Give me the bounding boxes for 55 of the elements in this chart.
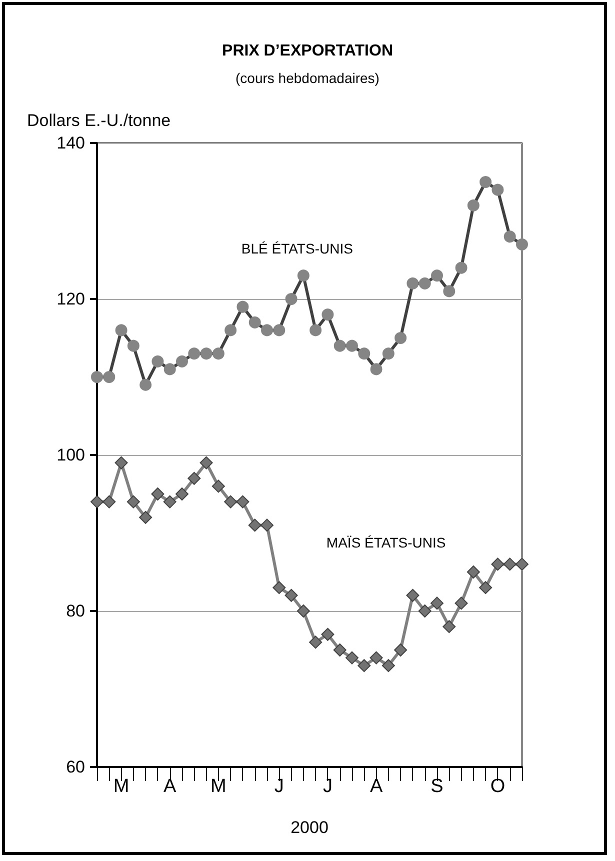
x-tick-label: A — [370, 776, 383, 797]
point — [358, 659, 371, 672]
point — [139, 510, 152, 524]
point — [442, 620, 456, 634]
point — [248, 518, 262, 532]
point — [260, 518, 274, 532]
y-tick-label: 100 — [56, 446, 85, 464]
chart-subtitle: (cours hebdomadaires) — [236, 70, 380, 86]
x-tick-label: S — [430, 776, 444, 797]
point — [224, 495, 238, 508]
point — [503, 558, 516, 571]
point — [382, 659, 395, 672]
point — [406, 588, 420, 602]
point — [90, 495, 104, 508]
point — [102, 495, 116, 508]
point — [430, 596, 444, 610]
point — [188, 472, 201, 485]
point — [309, 636, 322, 649]
point — [296, 604, 310, 618]
chart-title: PRIX D’EXPORTATION — [222, 42, 393, 60]
y-axis-title: Dollars E.-U./tonne — [27, 111, 171, 130]
point — [321, 628, 334, 641]
point — [370, 651, 383, 664]
point — [516, 558, 528, 571]
point — [176, 488, 188, 500]
y-tick-label: 80 — [66, 602, 85, 620]
point — [212, 480, 225, 493]
x-tick-label: M — [113, 776, 130, 797]
point — [126, 495, 140, 508]
point — [151, 488, 164, 500]
point — [418, 604, 432, 618]
point — [236, 495, 250, 508]
point — [346, 651, 358, 664]
point — [272, 581, 286, 594]
x-tick-label: A — [164, 776, 177, 797]
x-axis-title: 2000 — [290, 818, 328, 837]
x-tick-label: O — [490, 776, 506, 797]
x-tick-label: J — [322, 776, 332, 797]
y-tick-label: 140 — [56, 134, 85, 152]
point — [454, 596, 468, 610]
point — [394, 644, 408, 656]
x-tick-label: J — [274, 776, 284, 797]
point — [200, 456, 213, 470]
point — [466, 566, 480, 578]
series-label: BLÉ ÉTATS-UNIS — [241, 240, 353, 257]
point — [479, 581, 492, 594]
point — [333, 644, 346, 656]
x-tick-label: M — [210, 776, 226, 797]
point — [114, 456, 128, 470]
point — [491, 558, 504, 571]
text: MAÏS ÉTATS-UNIS — [326, 534, 446, 551]
point — [284, 588, 298, 602]
y-tick-label: 60 — [66, 758, 85, 776]
point — [163, 495, 176, 508]
y-tick-label: 120 — [56, 290, 85, 308]
